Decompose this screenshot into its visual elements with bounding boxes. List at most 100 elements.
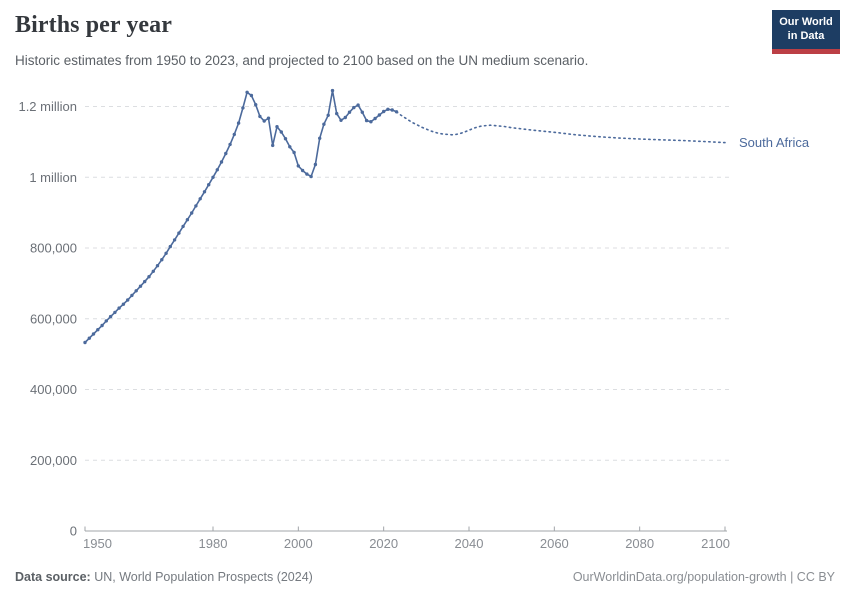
data-point-marker xyxy=(369,120,373,124)
data-point-marker xyxy=(352,105,356,110)
data-point-marker xyxy=(134,289,138,293)
data-point-marker xyxy=(181,224,185,229)
chart-subtitle: Historic estimates from 1950 to 2023, an… xyxy=(15,53,589,68)
data-point-marker xyxy=(275,125,279,129)
data-point-marker xyxy=(198,197,202,201)
data-source-text: UN, World Population Prospects (2024) xyxy=(90,570,313,584)
data-point-marker xyxy=(219,160,224,164)
data-point-marker xyxy=(215,168,219,172)
data-point-marker xyxy=(228,142,232,147)
data-point-marker xyxy=(300,168,305,173)
data-point-marker xyxy=(83,340,87,345)
data-point-marker xyxy=(296,164,300,168)
y-tick-label: 200,000 xyxy=(30,453,77,468)
page-title: Births per year xyxy=(15,12,173,38)
y-tick-label: 400,000 xyxy=(30,382,77,397)
data-point-marker xyxy=(262,119,266,123)
data-point-marker xyxy=(339,118,343,123)
data-point-marker xyxy=(382,109,386,114)
data-point-marker xyxy=(207,183,211,187)
data-point-marker xyxy=(241,106,245,110)
owid-url-license[interactable]: OurWorldinData.org/population-growth | C… xyxy=(572,570,835,584)
data-point-marker xyxy=(190,211,194,215)
owid-logo[interactable]: Our World in Data xyxy=(772,10,840,54)
data-point-marker xyxy=(126,298,130,302)
line-chart-canvas[interactable]: 0 200,000 400,000 600,000 800,000 1 million 1.… xyxy=(0,0,850,560)
data-point-marker xyxy=(364,118,369,123)
chart-area: 0 200,000 400,000 600,000 800,000 1 million 1.… xyxy=(0,0,850,560)
data-point-marker xyxy=(377,113,382,117)
data-point-marker xyxy=(386,107,390,112)
data-point-marker xyxy=(283,137,288,141)
x-tick-label: 1980 xyxy=(199,536,228,551)
data-point-marker xyxy=(113,310,117,315)
data-point-marker xyxy=(202,190,207,194)
data-point-marker xyxy=(266,116,271,120)
chart-header: Births per year Historic estimates from … xyxy=(0,0,850,80)
data-point-marker xyxy=(211,175,215,179)
data-point-marker xyxy=(258,114,262,119)
data-point-marker xyxy=(96,328,100,332)
data-point-marker xyxy=(279,130,283,134)
series-projected[interactable] xyxy=(395,111,726,144)
data-point-marker xyxy=(322,122,326,126)
data-point-marker xyxy=(271,143,275,148)
data-point-marker xyxy=(335,111,339,116)
data-point-marker xyxy=(172,238,177,242)
data-point-marker xyxy=(160,258,164,262)
data-point-marker xyxy=(373,116,377,121)
data-point-marker xyxy=(305,172,309,176)
x-tick-label: 2100 xyxy=(701,536,730,551)
data-point-marker xyxy=(343,115,347,120)
data-point-marker xyxy=(185,218,190,222)
data-point-marker xyxy=(177,231,181,235)
data-point-marker xyxy=(87,336,92,340)
data-point-marker xyxy=(390,108,394,112)
data-point-marker xyxy=(147,275,151,279)
data-point-marker xyxy=(164,251,168,255)
data-point-marker xyxy=(117,306,121,310)
x-tick-label: 2020 xyxy=(369,536,398,551)
data-point-marker xyxy=(91,332,96,336)
data-source-label: Data source: xyxy=(15,570,91,584)
data-point-marker xyxy=(143,279,147,284)
data-point-marker xyxy=(288,145,292,149)
data-point-marker xyxy=(155,264,160,268)
y-tick-label: 600,000 xyxy=(30,311,77,326)
y-tick-label: 800,000 xyxy=(30,241,77,256)
owid-logo-line1: Our World xyxy=(779,16,833,28)
data-point-marker xyxy=(309,174,313,179)
data-point-marker xyxy=(130,293,134,298)
x-tick-label: 2000 xyxy=(284,536,313,551)
data-point-marker xyxy=(224,151,228,156)
chart-footer: Data source: UN, World Population Prospe… xyxy=(0,562,850,592)
data-point-marker xyxy=(121,302,126,306)
x-tick-label: 2080 xyxy=(625,536,654,551)
data-point-marker xyxy=(236,121,241,125)
data-point-marker xyxy=(245,90,249,95)
y-tick-label: 1.2 million xyxy=(18,99,77,114)
data-point-marker xyxy=(138,284,143,288)
data-point-marker xyxy=(168,244,172,249)
data-point-marker xyxy=(104,319,109,323)
data-point-marker xyxy=(232,132,236,137)
data-point-marker xyxy=(356,103,360,107)
x-tick-label: 1950 xyxy=(83,536,112,551)
data-point-marker xyxy=(313,162,318,167)
entity-label[interactable]: South Africa xyxy=(739,135,810,150)
data-point-marker xyxy=(360,110,364,114)
series-historic[interactable] xyxy=(84,89,398,344)
y-tick-label: 0 xyxy=(70,524,77,539)
data-point-marker xyxy=(151,269,155,273)
data-point-marker xyxy=(330,88,335,93)
data-point-marker xyxy=(292,150,296,155)
owid-logo-line2: in Data xyxy=(787,29,825,42)
x-tick-label: 2060 xyxy=(540,536,569,551)
y-tick-label: 1 million xyxy=(29,170,77,185)
data-source-note: Data source: UN, World Population Prospe… xyxy=(15,570,313,584)
data-point-marker xyxy=(254,103,258,107)
data-point-marker xyxy=(100,323,104,328)
data-point-marker xyxy=(108,314,113,319)
data-point-marker xyxy=(318,136,322,140)
